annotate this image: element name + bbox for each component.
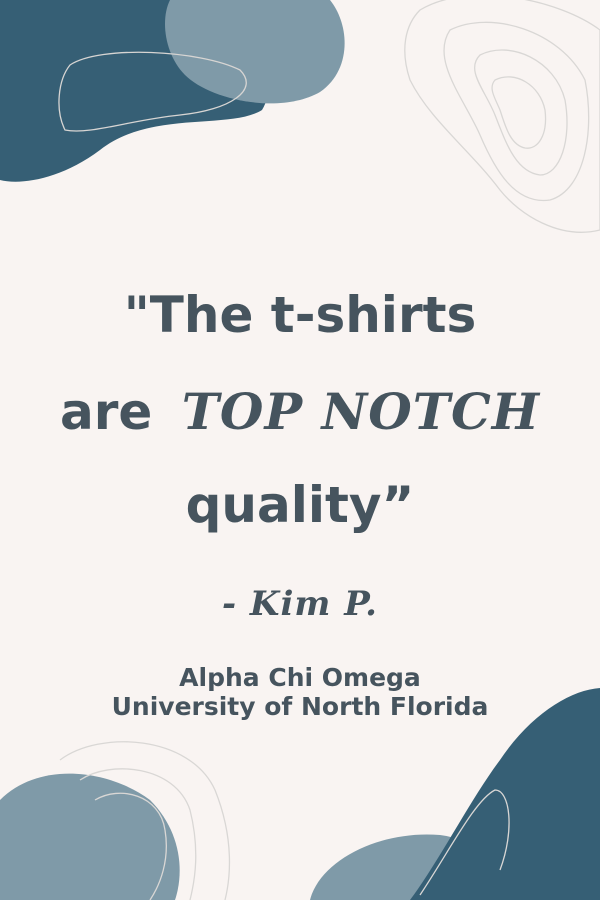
outline-bottom-right (419, 789, 510, 896)
school-name: University of North Florida (111, 692, 489, 721)
quote-line-3: quality” (185, 476, 415, 534)
light-blob-bottom-left (0, 773, 180, 900)
quote-line-1: "The t-shirts (123, 286, 477, 344)
quote-emphasis-text: TOP NOTCH (181, 382, 540, 441)
topographic-lines-top-right (404, 0, 600, 233)
dark-blob-bottom-right (410, 688, 600, 900)
light-blob-top-left (165, 0, 345, 104)
topographic-lines-bottom-left (59, 741, 231, 900)
attribution: - Kim P. (221, 584, 378, 624)
quote-plain-text: are (59, 383, 153, 441)
quote-line-2: are TOP NOTCH (0, 382, 600, 441)
organization-name: Alpha Chi Omega (179, 663, 421, 692)
outline-top-left (58, 51, 247, 132)
